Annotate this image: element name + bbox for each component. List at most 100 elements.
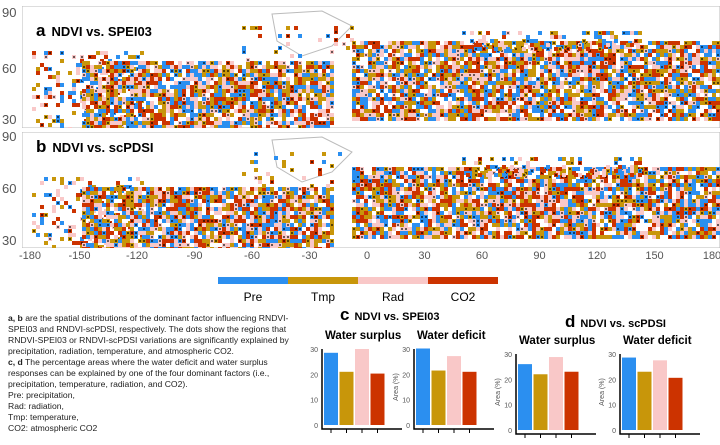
map-pixel	[262, 203, 266, 207]
map-pixel	[364, 41, 368, 45]
map-pixel	[318, 81, 322, 85]
map-pixel	[318, 97, 322, 101]
map-pixel	[460, 41, 464, 45]
map-pixel	[500, 73, 504, 77]
significance-dot	[569, 82, 571, 84]
map-pixel	[400, 85, 404, 89]
significance-dot	[135, 236, 137, 238]
map-pixel	[488, 65, 492, 69]
map-pixel	[380, 215, 384, 219]
significance-dot	[525, 94, 527, 96]
map-pixel	[416, 41, 420, 45]
significance-dot	[95, 102, 97, 104]
map-pixel	[612, 97, 616, 101]
map-pixel	[222, 89, 226, 93]
map-pixel	[376, 65, 380, 69]
map-pixel	[230, 211, 234, 215]
map-pixel	[210, 65, 214, 69]
map-pixel	[700, 85, 704, 89]
map-pixel	[130, 215, 134, 219]
map-pixel	[290, 199, 294, 203]
map-pixel	[460, 101, 464, 105]
map-pixel	[428, 45, 432, 49]
map-pixel	[282, 223, 286, 227]
map-pixel	[420, 101, 424, 105]
map-pixel	[222, 125, 226, 128]
significance-dot	[83, 212, 85, 214]
map-pixel	[388, 109, 392, 113]
significance-dot	[251, 236, 253, 238]
map-pixel	[524, 57, 528, 61]
significance-dot	[127, 208, 129, 210]
map-pixel	[198, 85, 202, 89]
map-pixel	[660, 97, 664, 101]
map-pixel	[190, 113, 194, 117]
map-pixel	[604, 113, 608, 117]
significance-dot	[199, 192, 201, 194]
map-pixel	[644, 117, 648, 121]
significance-dot	[131, 208, 133, 210]
map-pixel	[464, 81, 468, 85]
significance-dot	[231, 102, 233, 104]
map-pixel	[190, 93, 194, 97]
map-pixel	[128, 55, 132, 59]
map-pixel	[306, 235, 310, 239]
significance-dot	[267, 82, 269, 84]
map-pixel	[408, 69, 412, 73]
significance-dot	[609, 58, 611, 60]
significance-dot	[529, 90, 531, 92]
significance-dot	[123, 102, 125, 104]
map-pixel	[302, 176, 306, 180]
significance-dot	[107, 220, 109, 222]
map-pixel	[552, 65, 556, 69]
map-pixel	[436, 89, 440, 93]
map-pixel	[286, 203, 290, 207]
map-pixel	[480, 73, 484, 77]
map-pixel	[492, 85, 496, 89]
map-pixel	[488, 77, 492, 81]
map-pixel	[86, 203, 90, 207]
map-pixel	[472, 53, 476, 57]
map-pixel	[392, 179, 396, 183]
map-pixel	[254, 61, 258, 65]
significance-dot	[361, 184, 363, 186]
map-pixel	[326, 243, 330, 247]
map-pixel	[230, 65, 234, 69]
map-pixel	[648, 89, 652, 93]
map-pixel	[254, 81, 258, 85]
map-pixel	[222, 199, 226, 203]
significance-dot	[649, 74, 651, 76]
significance-dot	[685, 42, 687, 44]
significance-dot	[255, 122, 257, 124]
map-pixel	[532, 73, 536, 77]
map-pixel	[384, 171, 388, 175]
significance-dot	[637, 106, 639, 108]
map-pixel	[36, 67, 40, 71]
significance-dot	[509, 114, 511, 116]
map-pixel	[540, 113, 544, 117]
map-pixel	[712, 89, 716, 93]
map-pixel	[424, 85, 428, 89]
map-pixel	[118, 243, 122, 247]
map-pixel	[452, 73, 456, 77]
map-pixel	[294, 65, 298, 69]
map-pixel	[60, 83, 64, 87]
map-pixel	[138, 61, 142, 65]
significance-dot	[223, 224, 225, 226]
map-pixel	[150, 231, 154, 235]
map-pixel	[278, 109, 282, 113]
map-pixel	[688, 53, 692, 57]
map-pixel	[636, 49, 640, 53]
significance-dot	[465, 70, 467, 72]
map-pixel	[302, 117, 306, 121]
map-pixel	[544, 89, 548, 93]
significance-dot	[353, 180, 355, 182]
map-pixel	[122, 243, 126, 247]
map-pixel	[408, 175, 412, 179]
map-pixel	[404, 203, 408, 207]
map-pixel	[230, 77, 234, 81]
map-pixel	[676, 41, 680, 45]
significance-dot	[195, 90, 197, 92]
map-pixel	[302, 77, 306, 81]
significance-dot	[115, 196, 117, 198]
